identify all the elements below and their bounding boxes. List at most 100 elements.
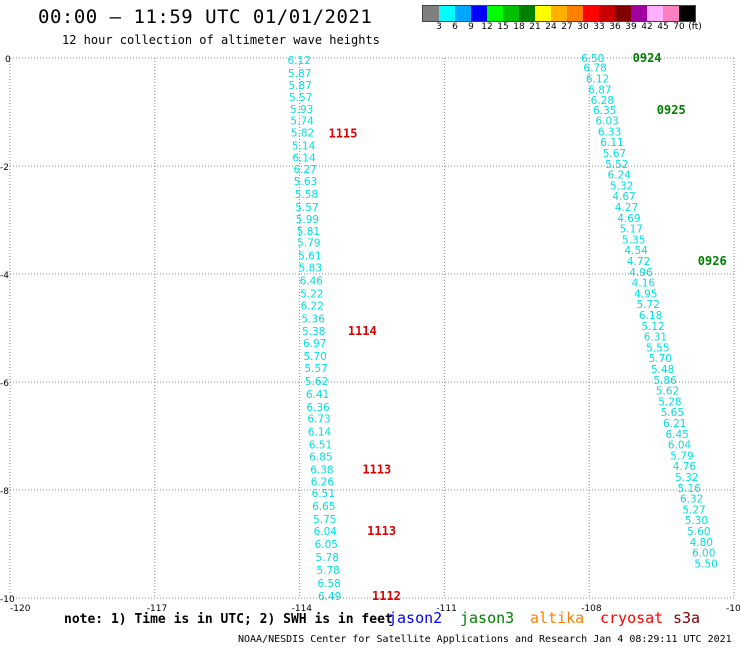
satellite-legend-s3a: s3a <box>673 609 701 627</box>
colorbar-swatch <box>599 6 615 21</box>
swh-value-label: 5.74 <box>290 116 314 128</box>
swh-value-label: 6.41 <box>306 389 329 401</box>
colorbar-label: 18 <box>513 22 525 32</box>
swh-value-label: 6.38 <box>310 464 333 476</box>
pass-time-label: 1113 <box>367 524 396 538</box>
x-tick-label: -114 <box>292 604 313 614</box>
swh-value-label: 5.62 <box>305 376 328 388</box>
swh-value-label: 5.57 <box>295 202 318 214</box>
colorbar-swatch <box>471 6 487 21</box>
colorbar-label: 45 <box>657 22 669 32</box>
colorbar-swatch <box>583 6 599 21</box>
swh-value-label: 6.27 <box>293 164 316 176</box>
pass-time-label: 1113 <box>362 462 391 476</box>
swh-value-label: 6.04 <box>314 526 338 538</box>
swh-value-label: 5.78 <box>316 552 339 564</box>
pass-time-label: 1114 <box>348 324 377 338</box>
swh-value-label: 6.21 <box>663 418 686 430</box>
swh-value-label: 6.85 <box>309 452 332 464</box>
x-tick-label: -120 <box>10 604 31 614</box>
swh-value-label: 5.62 <box>656 386 679 398</box>
satellite-legend-jason3: jason3 <box>460 609 515 627</box>
colorbar-swatch <box>615 6 631 21</box>
colorbar-label: 15 <box>497 22 509 32</box>
swh-value-label: 6.03 <box>595 116 618 128</box>
swh-value-label: 5.75 <box>313 514 336 526</box>
swh-value-label: 6.33 <box>598 126 621 138</box>
swh-value-label: 5.57 <box>304 363 327 375</box>
swh-value-label: 4.95 <box>634 288 657 300</box>
swh-value-label: 5.32 <box>675 472 698 484</box>
swh-value-label: 4.54 <box>624 245 648 257</box>
swh-value-label: 6.18 <box>639 310 662 322</box>
swh-value-label: 4.27 <box>615 202 638 214</box>
swh-value-label: 5.99 <box>296 214 319 226</box>
swh-value-label: 5.60 <box>687 526 710 538</box>
swh-value-label: 5.70 <box>303 351 326 363</box>
swh-value-label: 5.28 <box>658 396 681 408</box>
colorbar-label: 30 <box>577 22 589 32</box>
colorbar-swatch <box>455 6 471 21</box>
footer-note: note: 1) Time is in UTC; 2) SWH is in fe… <box>64 612 393 627</box>
swh-value-label: 6.78 <box>583 63 606 75</box>
swh-value-label: 5.87 <box>288 80 311 92</box>
colorbar-swatch <box>551 6 567 21</box>
swh-value-label: 5.79 <box>670 450 693 462</box>
y-tick-label: 0 <box>5 55 11 65</box>
swh-value-label: 4.16 <box>632 278 656 290</box>
colorbar-label: 27 <box>561 22 573 32</box>
swh-value-label: 6.51 <box>309 440 332 452</box>
swh-colorbar <box>422 5 696 22</box>
swh-value-label: 6.24 <box>608 170 632 182</box>
y-tick-label: -6 <box>0 379 9 389</box>
swh-value-label: 5.14 <box>292 140 316 152</box>
x-tick-label: -108 <box>581 604 602 614</box>
satellite-legend-jason2: jason2 <box>388 609 443 627</box>
swh-value-label: 6.97 <box>303 338 326 350</box>
swh-value-label: 5.72 <box>637 299 660 311</box>
swh-value-label: 6.12 <box>288 55 311 67</box>
swh-value-label: 5.55 <box>646 342 669 354</box>
colorbar-label: 3 <box>436 22 442 32</box>
swh-value-label: 4.69 <box>617 213 640 225</box>
pass-time-label: 0924 <box>633 51 662 65</box>
swh-value-label: 5.17 <box>620 224 643 236</box>
satellite-legend-cryosat: cryosat <box>600 609 664 627</box>
swh-value-label: 6.28 <box>591 95 614 107</box>
swh-value-label: 4.76 <box>673 461 697 473</box>
swh-value-label: 4.67 <box>612 191 635 203</box>
colorbar-swatch <box>631 6 647 21</box>
swh-value-label: 5.78 <box>316 565 339 577</box>
y-tick-label: -10 <box>0 595 15 605</box>
swh-value-label: 6.12 <box>586 74 609 86</box>
swh-value-label: 6.00 <box>692 548 715 560</box>
swh-value-label: 5.16 <box>678 483 702 495</box>
swh-value-label: 6.04 <box>668 440 692 452</box>
swh-value-label: 5.58 <box>295 189 318 201</box>
swh-value-label: 6.49 <box>318 591 341 603</box>
colorbar-swatch <box>647 6 663 21</box>
swh-value-label: 5.12 <box>641 321 664 333</box>
colorbar-swatch <box>535 6 551 21</box>
x-tick-label: -105 <box>726 604 740 614</box>
swh-value-label: 5.70 <box>649 353 672 365</box>
swh-value-label: 6.65 <box>312 501 335 513</box>
colorbar-swatch <box>503 6 519 21</box>
swh-value-label: 6.45 <box>665 429 688 441</box>
swh-value-label: 5.79 <box>297 238 320 250</box>
colorbar-swatch <box>663 6 679 21</box>
pass-time-label: 1115 <box>329 127 358 141</box>
pass-time-label: 1112 <box>372 589 401 603</box>
swh-value-label: 5.32 <box>610 180 633 192</box>
pass-time-label: 0925 <box>657 103 686 117</box>
colorbar-label: 9 <box>468 22 474 32</box>
swh-value-label: 5.48 <box>651 364 674 376</box>
swh-value-label: 5.86 <box>653 375 677 387</box>
swh-value-label: 4.72 <box>627 256 650 268</box>
colorbar-label: 6 <box>452 22 458 32</box>
swh-value-label: 5.93 <box>290 104 313 116</box>
colorbar-label: 42 <box>641 22 653 32</box>
swh-value-label: 5.52 <box>605 159 628 171</box>
swh-value-label: 5.83 <box>299 263 322 275</box>
